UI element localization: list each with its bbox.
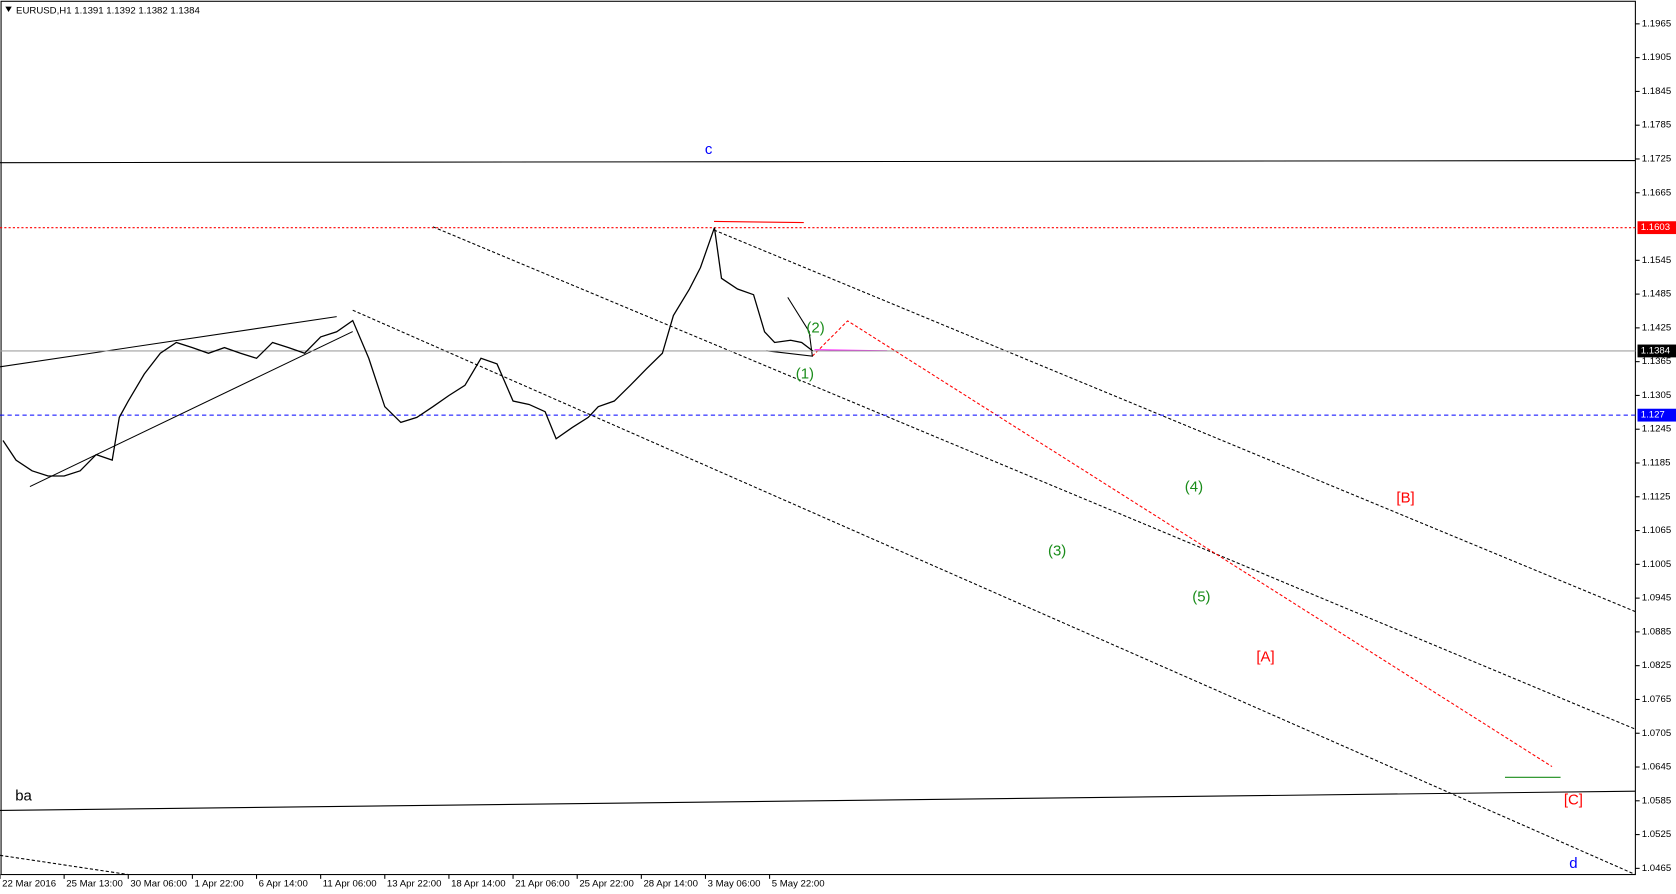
y-tick-label: 1.1125 xyxy=(1642,491,1671,502)
x-tick-label: 6 Apr 14:00 xyxy=(259,879,308,890)
x-tick-label: 30 Mar 06:00 xyxy=(130,879,187,890)
price-line xyxy=(2,227,814,477)
x-tick-label: 3 May 06:00 xyxy=(708,879,761,890)
wave-label: (5) xyxy=(1192,589,1210,606)
wave-label: [B] xyxy=(1396,489,1414,506)
trend-line xyxy=(0,790,1636,811)
plot-frame xyxy=(0,0,1636,876)
price-level-label: 1.127 xyxy=(1641,410,1665,421)
x-tick-label: 25 Mar 13:00 xyxy=(66,879,123,890)
y-tick-label: 1.0465 xyxy=(1642,863,1671,874)
y-tick-label: 1.1845 xyxy=(1642,86,1671,97)
x-tick-label: 5 May 22:00 xyxy=(772,879,825,890)
trend-line xyxy=(0,160,1636,164)
x-tick-label: 21 Apr 06:00 xyxy=(515,879,570,890)
y-tick-label: 1.1005 xyxy=(1642,559,1671,570)
wave-label: d xyxy=(1569,855,1577,872)
triangle-pattern xyxy=(766,297,813,357)
y-tick-label: 1.0645 xyxy=(1642,762,1671,773)
wave-label: ba xyxy=(15,787,32,804)
wave-label: [A] xyxy=(1256,649,1274,666)
y-tick-label: 1.1485 xyxy=(1642,289,1671,300)
y-tick-label: 1.0525 xyxy=(1642,829,1671,840)
wave-label: c xyxy=(705,141,713,158)
wave-label: (1) xyxy=(796,365,814,382)
y-tick-label: 1.1065 xyxy=(1642,525,1671,536)
channel-line xyxy=(432,226,1636,730)
y-tick-label: 1.1905 xyxy=(1642,52,1671,63)
wave-label: (2) xyxy=(806,319,824,336)
triangle-line xyxy=(0,316,337,368)
price-level-label: 1.1603 xyxy=(1641,222,1670,233)
price-level-label: 1.1384 xyxy=(1641,345,1671,356)
y-tick-label: 1.1725 xyxy=(1642,154,1671,165)
chart-title: EURUSD,H1 1.1391 1.1392 1.1382 1.1384 xyxy=(16,5,200,16)
y-tick-label: 1.1305 xyxy=(1642,390,1671,401)
price-level-box xyxy=(1637,408,1676,422)
y-tick-label: 1.0945 xyxy=(1642,593,1671,604)
wave-label: (4) xyxy=(1185,479,1203,496)
channel-line xyxy=(0,854,129,876)
channel-line xyxy=(713,229,1636,613)
y-tick-label: 1.1545 xyxy=(1642,255,1671,266)
x-tick-label: 11 Apr 06:00 xyxy=(323,879,377,890)
wave-label: [C] xyxy=(1564,792,1583,809)
y-tick-label: 1.1965 xyxy=(1642,18,1671,29)
x-tick-label: 25 Apr 22:00 xyxy=(579,879,634,890)
x-tick-label: 18 Apr 14:00 xyxy=(451,879,506,890)
header-arrow xyxy=(5,6,12,12)
y-tick-label: 1.0885 xyxy=(1642,626,1671,637)
y-tick-label: 1.1365 xyxy=(1642,356,1671,367)
y-tick-label: 1.1665 xyxy=(1642,187,1671,198)
y-tick-label: 1.1185 xyxy=(1642,458,1671,469)
x-tick-label: 28 Apr 14:00 xyxy=(643,879,697,890)
y-tick-label: 1.0705 xyxy=(1642,728,1671,739)
x-tick-label: 13 Apr 22:00 xyxy=(387,879,442,890)
y-tick-label: 1.1245 xyxy=(1642,424,1671,435)
level-segment xyxy=(714,220,804,224)
x-tick-label: 22 Mar 2016 xyxy=(2,879,56,890)
channel-line xyxy=(352,309,1636,876)
y-tick-label: 1.0825 xyxy=(1642,660,1671,671)
price-level-box xyxy=(1637,221,1676,235)
y-tick-label: 1.1785 xyxy=(1642,120,1671,131)
y-tick-label: 1.1425 xyxy=(1642,322,1671,333)
triangle-line xyxy=(29,331,353,488)
price-level-box xyxy=(1637,344,1676,358)
forecast-path xyxy=(811,320,1553,768)
y-tick-label: 1.0765 xyxy=(1642,694,1671,705)
x-tick-label: 1 Apr 22:00 xyxy=(195,879,244,890)
y-tick-label: 1.0585 xyxy=(1642,795,1671,806)
wave-label: (3) xyxy=(1048,543,1066,560)
